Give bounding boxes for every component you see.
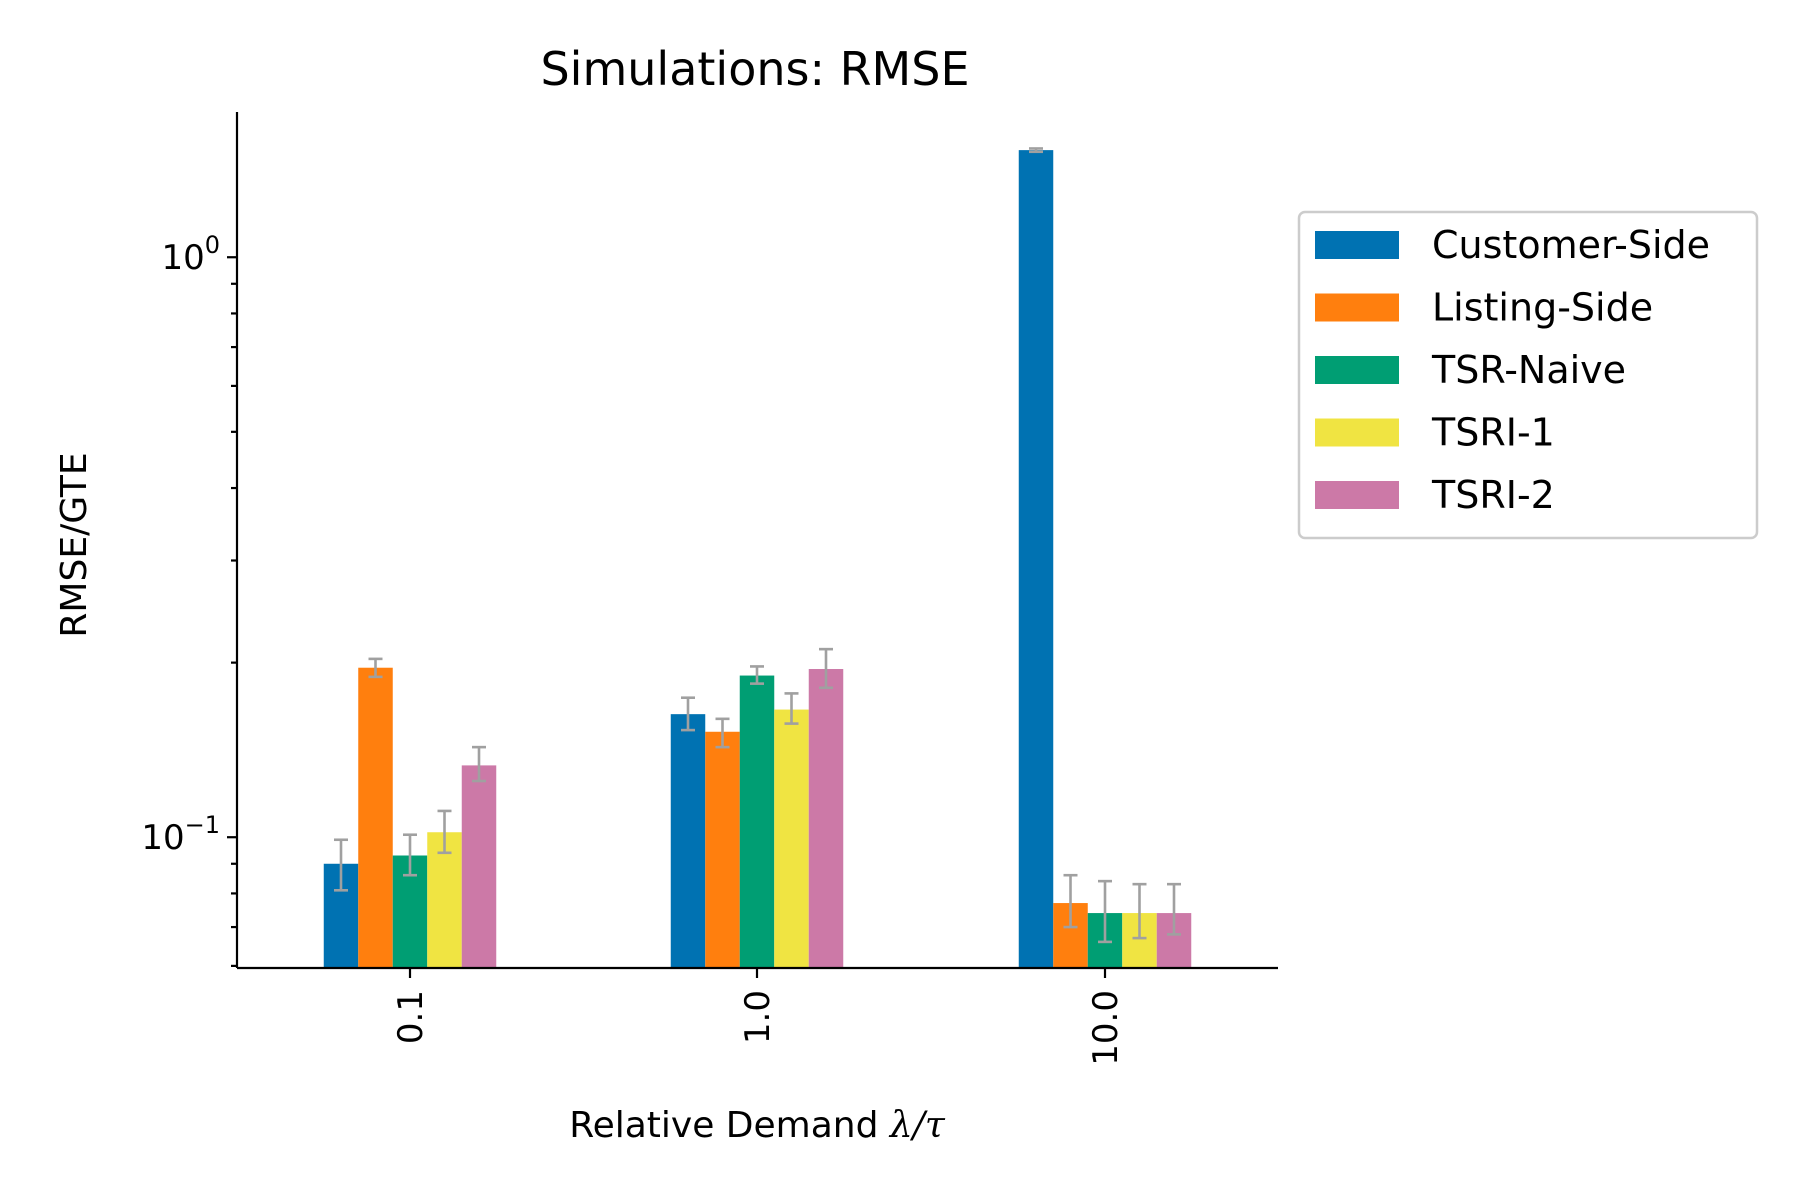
x-tick-label: 10.0: [1086, 990, 1126, 1066]
bar-tsri-2-1.0: [808, 669, 844, 968]
legend-label-customer-side: Customer-Side: [1432, 223, 1710, 267]
legend-label-tsr-naive: TSR-Naive: [1431, 348, 1626, 392]
bar-listing-side-1.0: [705, 731, 740, 968]
bar-tsr-naive-1.0: [739, 675, 775, 968]
chart-title: Simulations: RMSE: [540, 42, 969, 96]
bar-tsri-1-1.0: [774, 709, 809, 968]
bar-customer-side-10.0: [1018, 150, 1054, 968]
error-bar-tsr-naive-1.0: [750, 665, 764, 685]
plot-area: [323, 147, 1192, 968]
x-axis-ticks: 0.1 1.0 10.0: [391, 968, 1126, 1066]
error-bar-tsri-2-1.0: [819, 647, 833, 690]
error-bar-listing-side-10.0: [1063, 873, 1078, 929]
y-axis-label: RMSE/GTE: [54, 452, 95, 637]
legend-frame: [1297, 210, 1759, 540]
error-bar-listing-side-0.1: [368, 657, 383, 679]
bar-customer-side-1.0: [670, 714, 706, 968]
legend-swatch-tsri-2: [1315, 481, 1399, 509]
legend-swatch-tsri-1: [1315, 418, 1399, 447]
legend-label-tsri-1: TSRI-1: [1431, 411, 1555, 455]
error-bar-tsri-2-0.1: [472, 745, 486, 783]
error-bar-tsr-naive-0.1: [403, 833, 417, 877]
y-tick-label: 10−1: [141, 811, 220, 858]
error-bar-tsri-1-10.0: [1132, 882, 1147, 940]
x-axis-label: Relative Demand λ/τ: [569, 1105, 946, 1146]
bar-tsri-2-0.1: [461, 765, 497, 968]
bar-tsri-1-0.1: [427, 832, 462, 968]
error-bar-tsri-1-0.1: [437, 809, 452, 855]
legend-label-listing-side: Listing-Side: [1432, 286, 1653, 330]
y-axis-ticks: 10−1 100: [141, 231, 237, 967]
legend-swatch-listing-side: [1315, 293, 1399, 322]
x-tick-label: 1.0: [738, 990, 778, 1044]
error-bar-tsri-1-1.0: [784, 692, 799, 725]
legend-label-tsri-2: TSRI-2: [1431, 473, 1555, 517]
legend: Customer-Side Listing-Side TSR-Naive TSRI-1…: [1297, 210, 1759, 540]
y-tick-label: 100: [161, 231, 220, 278]
error-bar-customer-side-1.0: [681, 696, 695, 732]
x-axis-label-math: λ/τ: [888, 1105, 946, 1146]
error-bar-listing-side-1.0: [715, 717, 730, 749]
error-bar-tsri-2-10.0: [1167, 882, 1181, 936]
x-tick-label: 0.1: [391, 990, 431, 1044]
x-axis-label-text: Relative Demand: [569, 1105, 890, 1146]
error-bar-customer-side-10.0: [1029, 147, 1043, 154]
legend-swatch-tsr-naive: [1315, 356, 1399, 384]
bar-listing-side-0.1: [358, 667, 393, 968]
error-bar-tsr-naive-10.0: [1098, 879, 1112, 944]
legend-swatch-customer-side: [1315, 231, 1399, 259]
error-bar-customer-side-0.1: [334, 838, 348, 892]
